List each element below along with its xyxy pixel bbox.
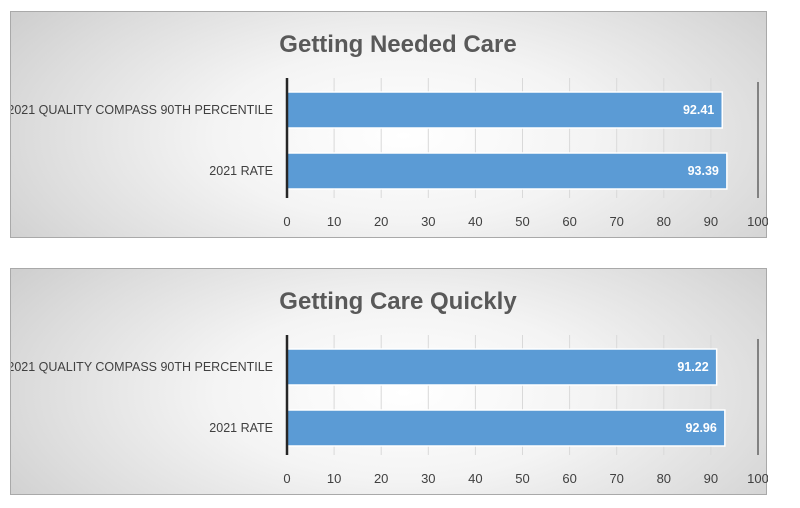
x-tick-label: 90 (704, 471, 718, 486)
x-tick-label: 30 (421, 214, 435, 229)
bar (286, 152, 728, 190)
x-tick-label: 100 (747, 471, 768, 486)
x-tick-label: 10 (327, 214, 341, 229)
chart-title: Getting Needed Care (279, 31, 516, 58)
x-tick-label: 50 (515, 471, 529, 486)
chart-panel-getting-needed-care: Getting Needed Care 92.41 93.39 2021 QUAL… (10, 11, 768, 238)
bar (286, 409, 726, 447)
x-tick-label: 10 (327, 471, 341, 486)
x-tick-label: 40 (468, 471, 482, 486)
data-label: 91.22 (677, 360, 708, 374)
x-tick-label: 60 (562, 471, 576, 486)
x-tick-label: 20 (374, 471, 388, 486)
data-label: 92.41 (683, 103, 714, 117)
x-tick-label: 40 (468, 214, 482, 229)
x-tick-label: 70 (609, 214, 623, 229)
x-tick-label: 30 (421, 471, 435, 486)
x-tick-label: 80 (657, 471, 671, 486)
chart-title: Getting Care Quickly (279, 288, 517, 315)
chart-panel-getting-care-quickly: Getting Care Quickly 91.22 92.96 2021 QUA… (10, 268, 768, 495)
x-tick-label: 90 (704, 214, 718, 229)
bar (286, 91, 724, 129)
x-tick-label: 70 (609, 471, 623, 486)
x-tick-label: 20 (374, 214, 388, 229)
bar-chart: Getting Needed Care 92.41 93.39 2021 QUAL… (11, 31, 768, 229)
category-label: 2021 RATE (209, 421, 273, 435)
bar-chart: Getting Care Quickly 91.22 92.96 2021 QUA… (11, 288, 768, 486)
x-tick-label: 50 (515, 214, 529, 229)
x-tick-label: 100 (747, 214, 768, 229)
data-label: 93.39 (688, 164, 719, 178)
x-tick-label: 60 (562, 214, 576, 229)
category-label: 2021 QUALITY COMPASS 90TH PERCENTILE (11, 103, 273, 117)
category-label: 2021 QUALITY COMPASS 90TH PERCENTILE (11, 360, 273, 374)
bar (286, 348, 718, 386)
x-tick-label: 0 (283, 214, 290, 229)
category-label: 2021 RATE (209, 164, 273, 178)
x-tick-label: 80 (657, 214, 671, 229)
data-label: 92.96 (686, 421, 717, 435)
x-tick-label: 0 (283, 471, 290, 486)
